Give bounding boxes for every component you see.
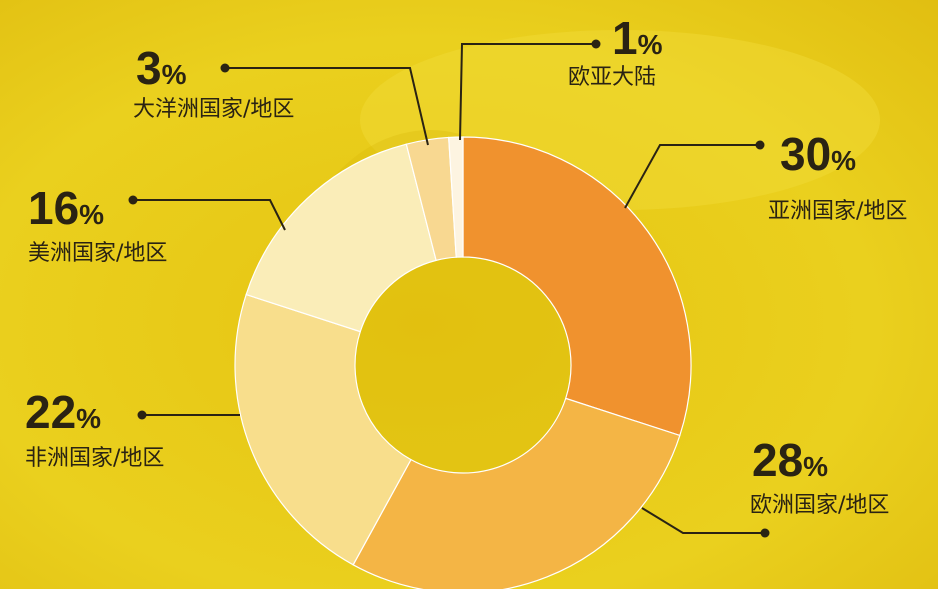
- chart: 30%亚洲国家/地区28%欧洲国家/地区22%非洲国家/地区16%美洲国家/地区…: [0, 0, 938, 589]
- category-label: 美洲国家/地区: [28, 241, 167, 266]
- leader-dot: [138, 411, 147, 420]
- category-label: 大洋洲国家/地区: [133, 97, 294, 122]
- category-label: 欧洲国家/地区: [750, 493, 889, 518]
- leader-dot: [129, 196, 138, 205]
- leader-dot: [592, 40, 601, 49]
- category-label: 亚洲国家/地区: [768, 199, 907, 224]
- leader-dot: [761, 529, 770, 538]
- category-label: 欧亚大陆: [568, 65, 656, 90]
- leader-dot: [221, 64, 230, 73]
- category-label: 非洲国家/地区: [25, 446, 164, 471]
- leader-dot: [756, 141, 765, 150]
